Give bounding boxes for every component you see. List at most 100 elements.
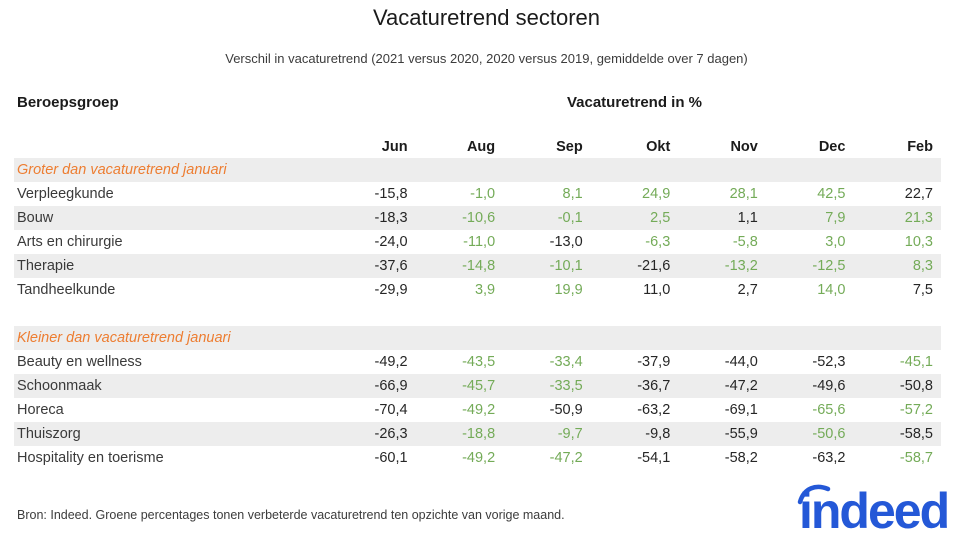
table-row: Bouw -18,3 -10,6 -0,1 2,5 1,1 7,9 21,3 <box>14 206 941 230</box>
logo-wordmark: indeed <box>799 483 948 535</box>
cell-value: 10,3 <box>904 234 933 250</box>
row-label: Horeca <box>17 402 64 418</box>
cell-value: 42,5 <box>817 186 846 202</box>
months-header-row: Jun Aug Sep Okt Nov Dec Feb <box>14 136 941 158</box>
cell-value: -63,2 <box>637 402 671 418</box>
months-row-spacer <box>14 136 328 158</box>
table-row: Therapie -37,6 -14,8 -10,1 -21,6 -13,2 -12,5 8,… <box>14 254 941 278</box>
table-body: Groter dan vacaturetrend januari Verpleeg… <box>14 158 941 470</box>
cell-value: -33,4 <box>549 354 583 370</box>
month-header: Okt <box>646 139 671 155</box>
cell-value: -26,3 <box>374 426 408 442</box>
cell-value: 19,9 <box>554 282 583 298</box>
cell-value: -47,2 <box>724 378 758 394</box>
cell-value: -58,5 <box>899 426 933 442</box>
cell-value: -33,5 <box>549 378 583 394</box>
table-row: Beauty en wellness -49,2 -43,5 -33,4 -37,9 -4… <box>14 350 941 374</box>
cell-value: 8,1 <box>562 186 583 202</box>
cell-value: 3,0 <box>825 234 846 250</box>
cell-value: 1,1 <box>737 210 758 226</box>
cell-value: -65,6 <box>812 402 846 418</box>
cell-value: 24,9 <box>642 186 671 202</box>
column-header-beroepsgroep: Beroepsgroep <box>17 94 119 111</box>
cell-value: -21,6 <box>637 258 671 274</box>
cell-value: 22,7 <box>904 186 933 202</box>
cell-value: -24,0 <box>374 234 408 250</box>
cell-value: -47,2 <box>549 450 583 466</box>
column-header-vacaturetrend: Vacaturetrend in % <box>566 94 703 111</box>
cell-value: -12,5 <box>812 258 846 274</box>
cell-value: -15,8 <box>374 186 408 202</box>
cell-value: -14,8 <box>462 258 496 274</box>
table-section: Groter dan vacaturetrend januari Verpleeg… <box>14 158 941 302</box>
cell-value: -58,7 <box>899 450 933 466</box>
cell-value: -5,8 <box>732 234 758 250</box>
table-row: Horeca -70,4 -49,2 -50,9 -63,2 -69,1 -65,6 -57,… <box>14 398 941 422</box>
table-row: Hospitality en toerisme -60,1 -49,2 -47,2 -5… <box>14 446 941 470</box>
table-row: Arts en chirurgie -24,0 -11,0 -13,0 -6,3 -5,8… <box>14 230 941 254</box>
cell-value: -55,9 <box>724 426 758 442</box>
cell-value: -1,0 <box>470 186 496 202</box>
cell-value: -49,2 <box>462 402 496 418</box>
cell-value: -45,1 <box>899 354 933 370</box>
row-label: Beauty en wellness <box>17 354 142 370</box>
cell-value: -44,0 <box>724 354 758 370</box>
row-label: Therapie <box>17 258 75 274</box>
cell-value: -63,2 <box>812 450 846 466</box>
row-label: Hospitality en toerisme <box>17 450 164 466</box>
cell-value: -43,5 <box>462 354 496 370</box>
logo-arc-icon <box>797 484 831 505</box>
month-header: Feb <box>907 139 933 155</box>
cell-value: 2,5 <box>650 210 671 226</box>
section-label: Kleiner dan vacaturetrend januari <box>14 326 941 350</box>
cell-value: -57,2 <box>899 402 933 418</box>
cell-value: -50,8 <box>899 378 933 394</box>
cell-value: -49,2 <box>374 354 408 370</box>
cell-value: -49,6 <box>812 378 846 394</box>
cell-value: 2,7 <box>737 282 758 298</box>
month-header: Dec <box>818 139 846 155</box>
cell-value: 14,0 <box>817 282 846 298</box>
row-label: Tandheelkunde <box>17 282 116 298</box>
cell-value: -50,6 <box>812 426 846 442</box>
cell-value: 7,9 <box>825 210 846 226</box>
cell-value: -6,3 <box>645 234 671 250</box>
cell-value: -45,7 <box>462 378 496 394</box>
cell-value: 7,5 <box>912 282 933 298</box>
cell-value: -70,4 <box>374 402 408 418</box>
page-subtitle: Verschil in vacaturetrend (2021 versus 2… <box>225 51 748 66</box>
table-row: Thuiszorg -26,3 -18,8 -9,7 -9,8 -55,9 -50,6 -58… <box>14 422 941 446</box>
cell-value: -13,0 <box>549 234 583 250</box>
cell-value: -13,2 <box>724 258 758 274</box>
cell-value: -29,9 <box>374 282 408 298</box>
cell-value: 8,3 <box>912 258 933 274</box>
cell-value: -58,2 <box>724 450 758 466</box>
cell-value: -54,1 <box>637 450 671 466</box>
cell-value: -36,7 <box>637 378 671 394</box>
row-label: Bouw <box>17 210 54 226</box>
vacancy-trend-table: Beroepsgroep Vacaturetrend in % Jun Aug Se… <box>14 94 941 470</box>
cell-value: -10,1 <box>549 258 583 274</box>
cell-value: -50,9 <box>549 402 583 418</box>
table-section: Kleiner dan vacaturetrend januari Beauty … <box>14 326 941 470</box>
row-label: Schoonmaak <box>17 378 102 394</box>
table-row: Verpleegkunde -15,8 -1,0 8,1 24,9 28,1 42,5 22,… <box>14 182 941 206</box>
cell-value: -49,2 <box>462 450 496 466</box>
cell-value: -37,6 <box>374 258 408 274</box>
page-title: Vacaturetrend sectoren <box>372 5 601 30</box>
table-row: Tandheelkunde -29,9 3,9 19,9 11,0 2,7 14,0 7,5 <box>14 278 941 302</box>
cell-value: -10,6 <box>462 210 496 226</box>
cell-value: -37,9 <box>637 354 671 370</box>
cell-value: 11,0 <box>643 282 671 298</box>
cell-value: 21,3 <box>904 210 933 226</box>
table-row: Schoonmaak -66,9 -45,7 -33,5 -36,7 -47,2 -49,6… <box>14 374 941 398</box>
cell-value: -0,1 <box>557 210 583 226</box>
indeed-logo: indeed <box>797 483 950 535</box>
cell-value: -66,9 <box>374 378 408 394</box>
cell-value: 28,1 <box>729 186 758 202</box>
cell-value: -52,3 <box>812 354 846 370</box>
row-label: Arts en chirurgie <box>17 234 123 250</box>
cell-value: -9,7 <box>557 426 583 442</box>
month-header: Sep <box>556 139 583 155</box>
